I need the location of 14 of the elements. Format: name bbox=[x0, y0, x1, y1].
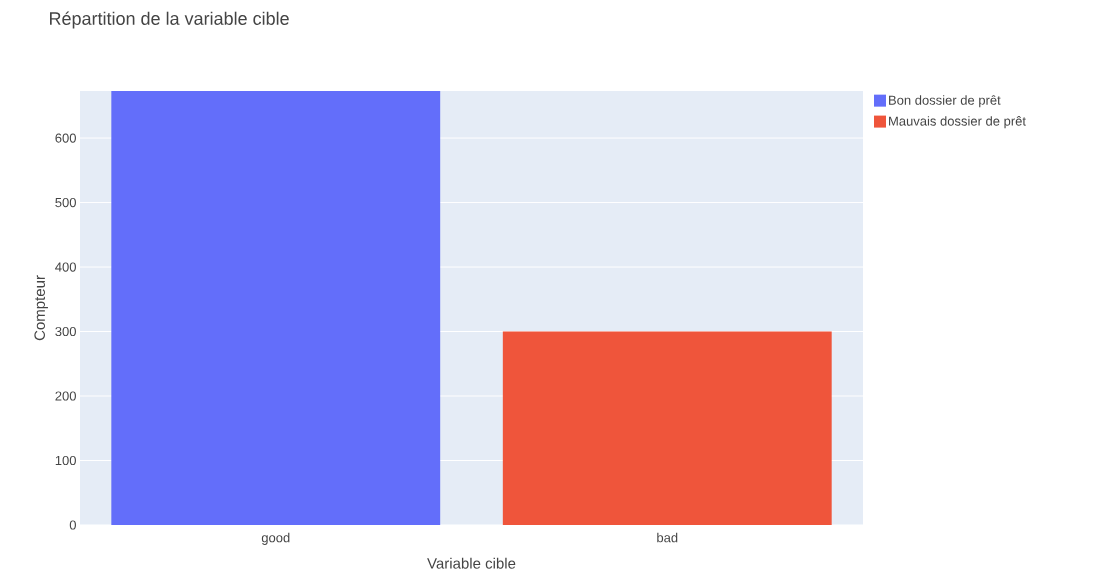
y-tick-label: 600 bbox=[55, 133, 76, 143]
y-tick-label: 0 bbox=[69, 520, 76, 530]
y-tick-label: 100 bbox=[55, 455, 76, 466]
x-tick-label: bad bbox=[657, 532, 678, 543]
x-tick-label: good bbox=[261, 532, 290, 545]
legend-label: Mauvais dossier de prêt bbox=[889, 116, 1026, 129]
y-tick-label: 500 bbox=[55, 197, 76, 208]
y-axis-title: Compteur bbox=[34, 275, 48, 341]
y-tick-label: 400 bbox=[55, 262, 76, 272]
y-tick-label: 300 bbox=[55, 326, 76, 337]
y-tick-label: 200 bbox=[55, 391, 76, 401]
legend-label: Bon dossier de prêt bbox=[889, 95, 1001, 108]
x-axis-title: Variable cible bbox=[427, 557, 516, 569]
chart-title: Répartition de la variable cible bbox=[50, 11, 289, 29]
